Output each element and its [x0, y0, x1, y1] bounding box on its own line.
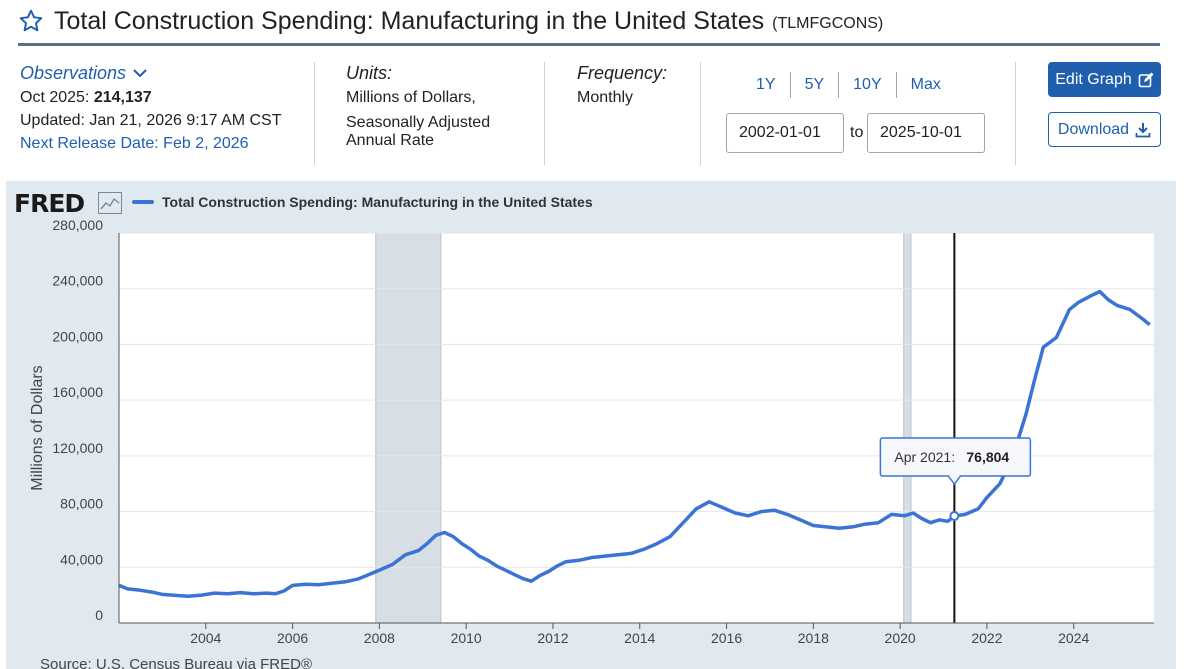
units-panel: Units: Millions of Dollars, Seasonally A… [346, 60, 490, 149]
latest-period: Oct 2025: [20, 89, 90, 107]
to-label: to [850, 124, 864, 141]
column-divider [1015, 62, 1016, 165]
series-id: (TLMFGCONS) [772, 15, 884, 32]
x-tick-label: 2012 [537, 630, 568, 646]
latest-observation: Oct 2025: 214,137 [20, 86, 282, 109]
x-tick-label: 2024 [1058, 630, 1089, 646]
recession-band [375, 232, 442, 624]
x-tick-label: 2014 [624, 630, 655, 646]
end-date-input[interactable] [867, 113, 985, 153]
tooltip-pointer-mask [949, 474, 960, 478]
fred-chart-icon [98, 192, 122, 214]
star-icon[interactable] [18, 8, 44, 34]
x-tick-label: 2006 [277, 630, 308, 646]
y-tick-label: 200,000 [52, 328, 103, 344]
units-line-2: Seasonally Adjusted [346, 114, 491, 132]
x-tick-label: 2020 [885, 630, 916, 646]
download-button[interactable]: Download [1048, 112, 1161, 147]
title-row: Total Construction Spending: Manufacturi… [18, 4, 883, 38]
legend-swatch [132, 200, 154, 204]
range-1y-button[interactable]: 1Y [742, 72, 791, 98]
y-tick-label: 240,000 [52, 273, 103, 289]
chevron-down-icon [133, 69, 147, 78]
header-rule [18, 43, 1160, 46]
units-line-3: Annual Rate [346, 131, 435, 149]
x-tick-label: 2004 [190, 630, 221, 646]
y-tick-label: 120,000 [52, 440, 103, 456]
tooltip-pointer [947, 475, 961, 486]
x-tick-label: 2018 [798, 630, 829, 646]
fred-logo: FRED [14, 189, 85, 218]
units-line-1: Millions of Dollars, [346, 89, 476, 107]
download-icon [1135, 122, 1151, 137]
y-axis-label: Millions of Dollars [29, 365, 46, 490]
tooltip-date: Apr 2021: [894, 449, 955, 465]
observations-label: Observations [20, 63, 127, 83]
column-divider [700, 62, 701, 165]
range-buttons: 1Y 5Y 10Y Max [742, 72, 955, 98]
page-title: Total Construction Spending: Manufacturi… [54, 6, 765, 35]
column-divider [314, 62, 315, 165]
legend-label: Total Construction Spending: Manufacturi… [162, 194, 593, 210]
range-max-button[interactable]: Max [910, 76, 941, 93]
frequency-panel: Frequency: Monthly [577, 60, 667, 109]
chart-legend: Total Construction Spending: Manufacturi… [132, 194, 593, 210]
x-tick-label: 2008 [364, 630, 395, 646]
updated-text: Updated: Jan 21, 2026 9:17 AM CST [20, 112, 282, 130]
frequency-value: Monthly [577, 89, 634, 107]
y-tick-label: 80,000 [60, 496, 103, 512]
observations-toggle[interactable]: Observations [20, 60, 282, 86]
tooltip-value: 76,804 [966, 449, 1009, 465]
observations-panel: Observations Oct 2025: 214,137 Updated: … [20, 60, 282, 156]
y-tick-label: 280,000 [52, 217, 103, 233]
hover-marker[interactable] [949, 511, 960, 522]
start-date-input[interactable] [726, 113, 844, 153]
edit-graph-label: Edit Graph [1055, 70, 1132, 88]
y-tick-label: 160,000 [52, 384, 103, 400]
next-release-link[interactable]: Next Release Date: Feb 2, 2026 [20, 135, 249, 153]
column-divider [544, 62, 545, 165]
recession-band [903, 232, 912, 624]
y-tick-label: 40,000 [60, 551, 103, 567]
latest-value: 214,137 [93, 89, 152, 107]
series-line[interactable] [118, 289, 1151, 599]
y-tick-label: 0 [95, 607, 103, 623]
x-tick-label: 2010 [451, 630, 482, 646]
edit-graph-button[interactable]: Edit Graph [1048, 62, 1161, 97]
units-label: Units: [346, 63, 393, 83]
range-10y-button[interactable]: 10Y [839, 72, 897, 98]
x-tick-label: 2016 [711, 630, 742, 646]
source-note: Source: U.S. Census Bureau via FRED® [40, 656, 312, 669]
edit-icon [1138, 72, 1154, 87]
x-tick-label: 2022 [971, 630, 1002, 646]
plot-area [119, 233, 1154, 623]
frequency-label: Frequency: [577, 63, 668, 83]
range-5y-button[interactable]: 5Y [791, 72, 840, 98]
download-label: Download [1057, 120, 1130, 138]
